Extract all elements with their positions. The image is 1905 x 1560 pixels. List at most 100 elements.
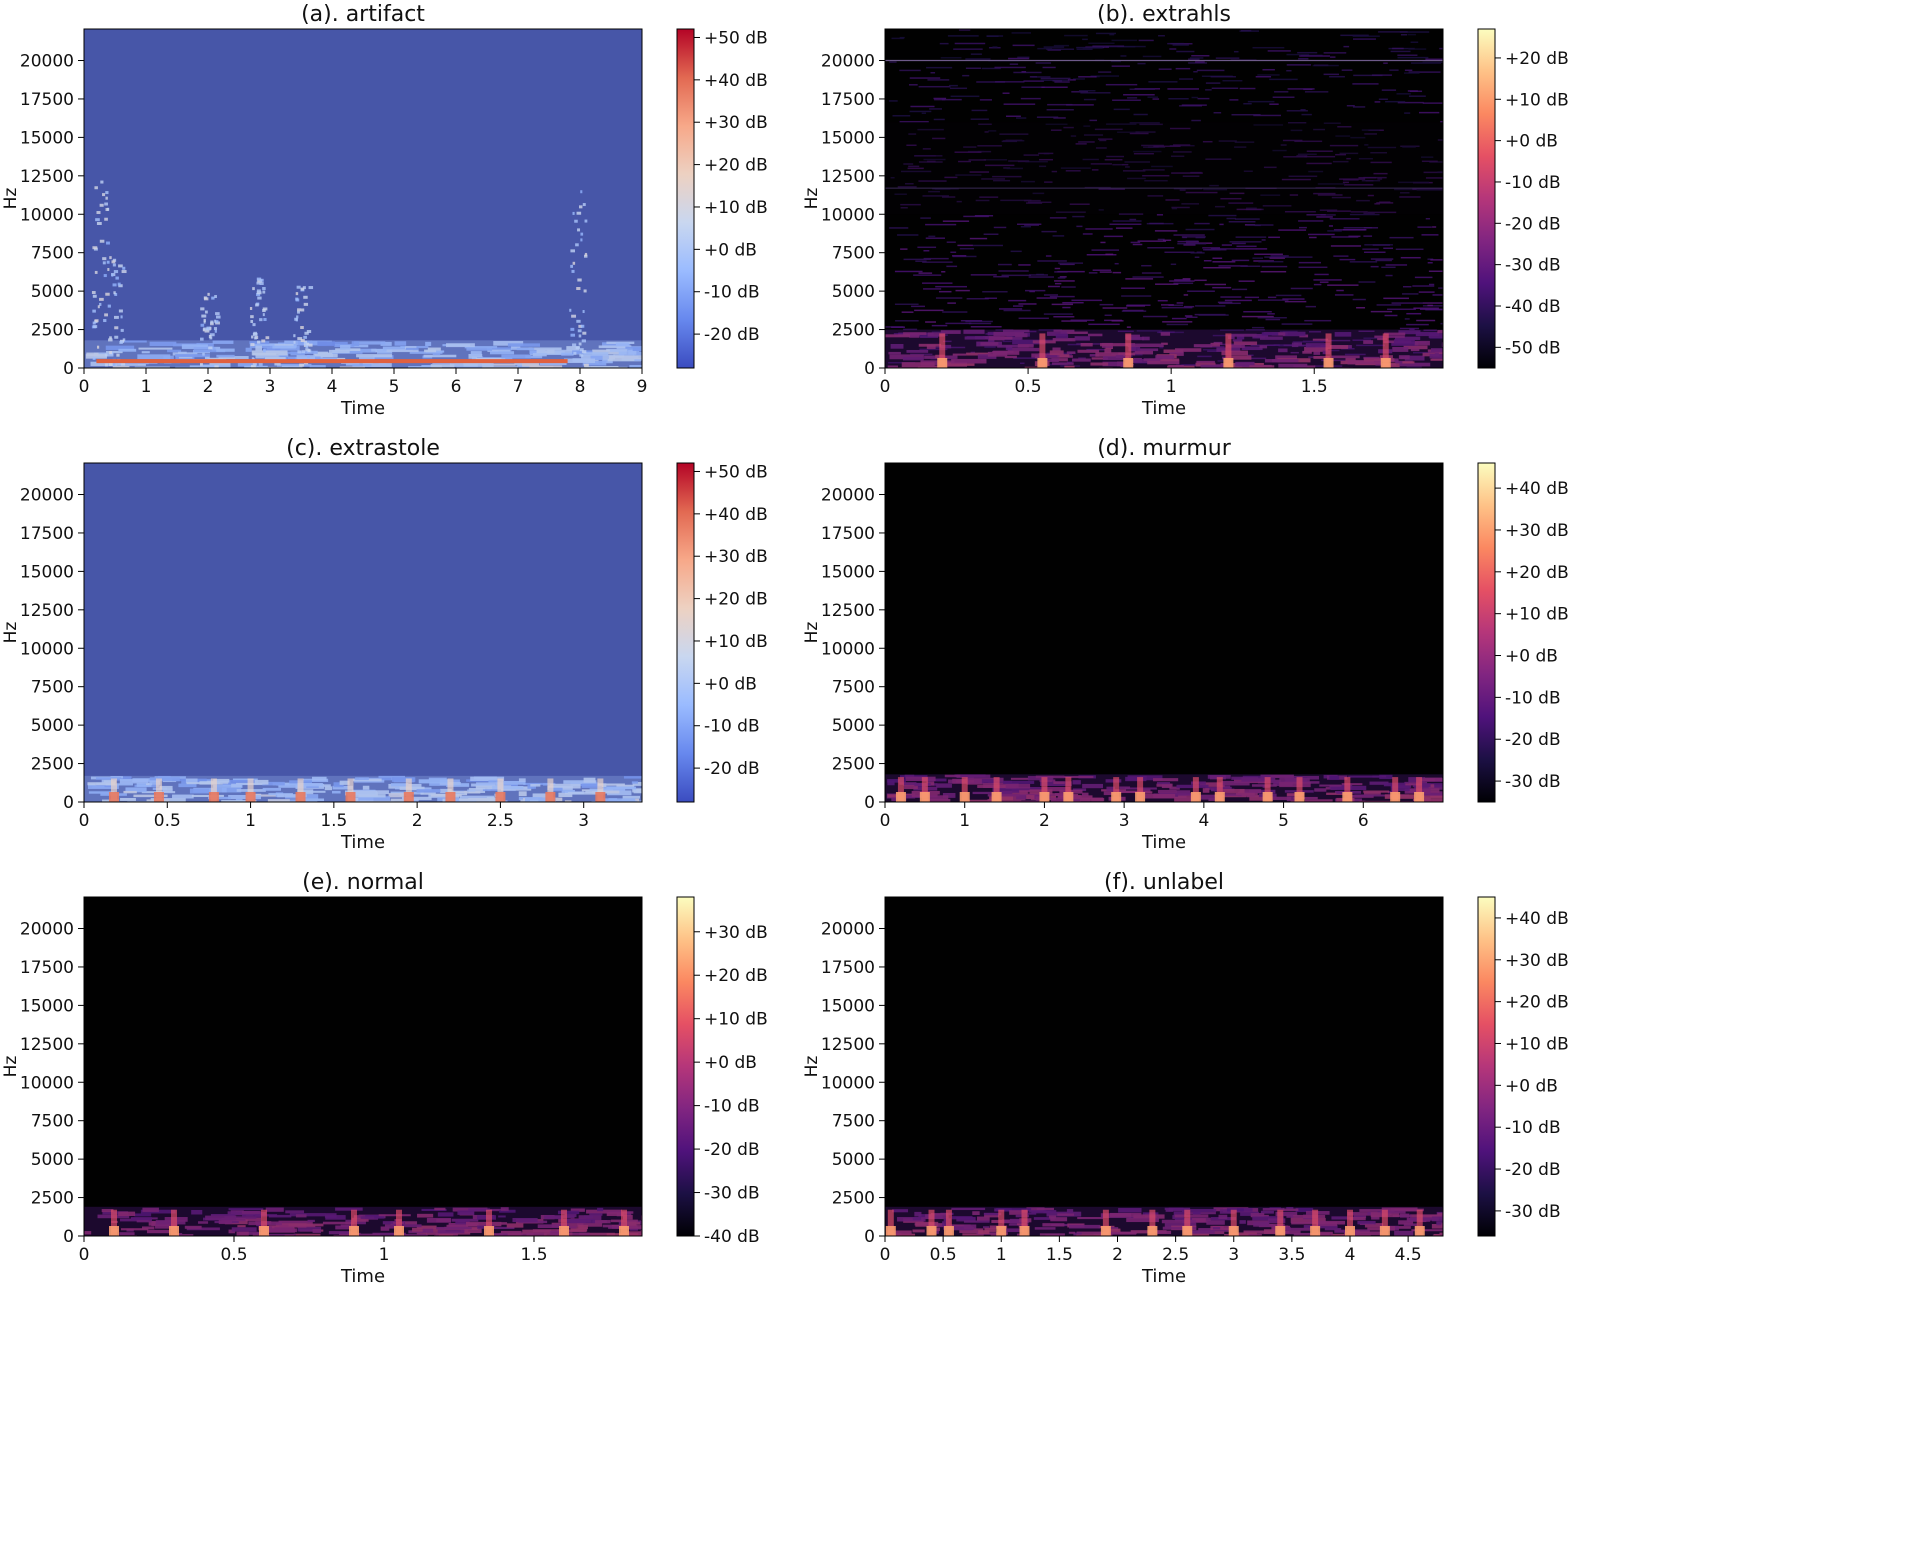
spectrogram-background [885, 29, 1443, 368]
low-frequency-band [885, 329, 1443, 368]
artifact-burst [113, 291, 116, 295]
artifact-burst [300, 308, 305, 312]
beat-core [545, 792, 556, 802]
colorbar-tick-label: -40 dB [704, 1227, 760, 1247]
artifact-burst [583, 289, 587, 293]
beat-mark [1416, 777, 1423, 802]
beat-mark [621, 1209, 627, 1236]
beat-mark [1137, 777, 1144, 802]
colorbar-tick-label: +20 dB [704, 156, 768, 176]
colorbar [1477, 896, 1496, 1237]
y-tick-label: 2500 [31, 321, 74, 341]
spectrogram-panel-b: (b). extrahls 0 0.5 1 1.5 Time 0 2500 5000 7500 10… [802, 2, 1569, 419]
beat-mark [111, 1209, 117, 1236]
artifact-burst [262, 290, 266, 294]
colorbar-tick-label: -40 dB [1505, 297, 1561, 317]
low-frequency-band [84, 340, 642, 368]
x-tick-label: 3 [265, 377, 276, 397]
beat-core [403, 792, 414, 802]
artifact-burst [580, 324, 585, 328]
y-tick-label: 10000 [821, 205, 875, 225]
beat-core [208, 792, 219, 802]
colorbar-tick-label: -30 dB [704, 1184, 760, 1204]
x-tick-label: 6 [451, 377, 462, 397]
y-tick-label: 17500 [821, 90, 875, 110]
colorbar-tick-label: +0 dB [1505, 647, 1558, 667]
artifact-burst [259, 318, 263, 322]
artifact-burst [250, 319, 254, 323]
beat-mark [447, 778, 454, 802]
colorbar-tick-label: +40 dB [1505, 909, 1569, 929]
artifact-burst [109, 351, 113, 355]
colorbar [676, 896, 695, 1237]
beat-mark [1041, 777, 1048, 802]
beat-core [345, 792, 356, 802]
beat-core [1379, 1226, 1390, 1236]
y-tick-label: 5000 [31, 282, 74, 302]
artifact-burst [92, 321, 96, 325]
artifact-burst [107, 207, 110, 211]
artifact-burst [104, 217, 108, 221]
x-tick-label: 2 [1039, 811, 1050, 831]
spectrogram-image [84, 29, 642, 368]
artifact-burst [96, 222, 102, 226]
artifact-burst [258, 362, 263, 366]
beat-mark [887, 1209, 894, 1236]
colorbar-tick-label: +0 dB [1505, 1076, 1558, 1096]
y-tick-label: 2500 [832, 1189, 875, 1209]
artifact-burst [296, 315, 299, 319]
spectrogram-background [84, 463, 642, 802]
artifact-burst [262, 309, 266, 313]
artifact-burst [106, 241, 110, 245]
panel-title: (a). artifact [301, 2, 425, 27]
beat-mark [597, 778, 604, 802]
artifact-burst [300, 287, 305, 291]
colorbar-tick-label: -20 dB [1505, 1160, 1561, 1180]
artifact-burst [210, 365, 215, 368]
y-tick-label: 2500 [832, 755, 875, 775]
low-frequency-band [84, 1206, 642, 1236]
colorbar-tick-label: +0 dB [1505, 132, 1558, 152]
artifact-burst [582, 310, 585, 314]
artifact-burst [94, 319, 99, 323]
beat-core [484, 1226, 494, 1236]
artifact-burst [306, 342, 310, 346]
y-tick-label: 7500 [832, 244, 875, 264]
y-tick-label: 2500 [832, 321, 875, 341]
colorbar-tick-label: +20 dB [704, 966, 768, 986]
artifact-burst [207, 292, 210, 296]
x-tick-label: 1 [379, 1245, 390, 1265]
colorbar-tick-label: -10 dB [1505, 1118, 1561, 1138]
beat-core [1182, 1226, 1193, 1236]
artifact-burst [576, 319, 581, 323]
artifact-burst [120, 315, 123, 319]
artifact-burst [200, 307, 205, 311]
artifact-burst [306, 330, 312, 334]
colorbar-tick-label: -10 dB [704, 1097, 760, 1117]
colorbar-tick-label: -10 dB [704, 717, 760, 737]
x-tick-label: 1 [245, 811, 256, 831]
artifact-burst [92, 294, 97, 298]
y-tick-label: 7500 [31, 678, 74, 698]
beat-mark [1264, 777, 1271, 802]
colorbar-tick-label: -10 dB [704, 283, 760, 303]
colorbar-tick-label: +0 dB [704, 1053, 757, 1073]
beat-core [1037, 358, 1048, 368]
y-tick-label: 15000 [821, 996, 875, 1016]
artifact-burst [112, 362, 116, 366]
artifact-burst [581, 339, 586, 343]
y-tick-label: 10000 [20, 639, 74, 659]
x-axis-label: Time [1141, 398, 1186, 419]
artifact-burst [259, 282, 264, 286]
artifact-burst [203, 318, 206, 322]
artifact-burst [569, 308, 572, 312]
colorbar-tick-label: +30 dB [704, 923, 768, 943]
colorbar-tick-label: -50 dB [1505, 338, 1561, 358]
artifact-burst [215, 315, 221, 319]
beat-mark [998, 1209, 1005, 1236]
artifact-burst [203, 296, 207, 300]
artifact-burst [201, 314, 207, 318]
colorbar-tick-label: -20 dB [1505, 730, 1561, 750]
y-axis-label: Hz [1, 188, 21, 210]
